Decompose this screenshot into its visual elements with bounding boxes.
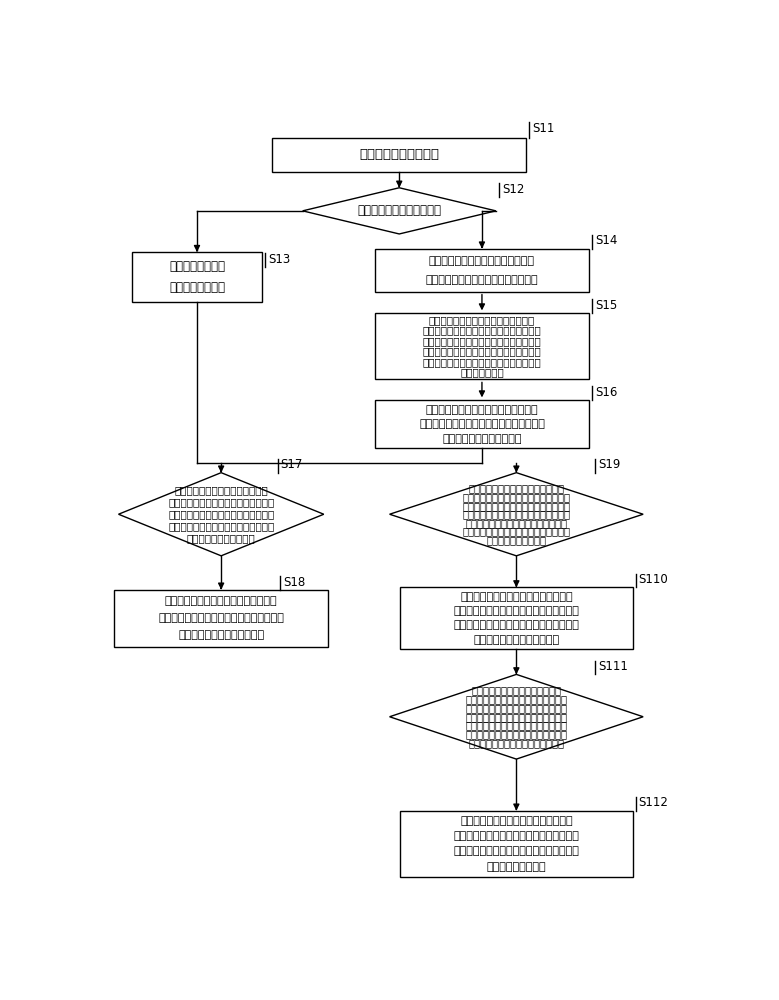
Text: 应的元数据信息: 应的元数据信息 xyxy=(460,368,504,378)
Text: 储器的掉电保护区内的第二数据的版本: 储器的掉电保护区内的第二数据的版本 xyxy=(465,518,567,528)
Text: 将所述磁盘的缓存区中的数据写入到磁: 将所述磁盘的缓存区中的数据写入到磁 xyxy=(425,405,538,415)
Bar xyxy=(400,811,633,877)
Text: 当上述两个条件都不满足时，则将所述: 当上述两个条件都不满足时，则将所述 xyxy=(165,596,277,606)
Text: 二数据；所述非易失性内存存储器的缓存: 二数据；所述非易失性内存存储器的缓存 xyxy=(463,501,570,511)
Text: 磁盘缓冲区中的数据写入到磁盘的数据区，: 磁盘缓冲区中的数据写入到磁盘的数据区， xyxy=(158,613,284,623)
Text: 且从所述磁盘的缓冲区中移除: 且从所述磁盘的缓冲区中移除 xyxy=(178,630,264,640)
Text: 当所述非易失性内存存储器的缓存区中: 当所述非易失性内存存储器的缓存区中 xyxy=(428,315,535,325)
Text: 器的掉电保护区的第五数据的版本号: 器的掉电保护区的第五数据的版本号 xyxy=(468,738,564,748)
Text: 易失性内存存储器的掉电保护区的第二数据: 易失性内存存储器的掉电保护区的第二数据 xyxy=(453,606,580,616)
Bar xyxy=(375,313,589,379)
Bar xyxy=(400,587,633,649)
Text: 失性内存存储器的掉电保护区中保存有: 失性内存存储器的掉电保护区中保存有 xyxy=(168,521,274,531)
Polygon shape xyxy=(390,674,643,759)
Text: 易失性内存存储器的缓冲区中的第四数: 易失性内存存储器的缓冲区中的第四数 xyxy=(465,720,567,730)
Text: 的数据大小大于第二阈值时，将所述非易失: 的数据大小大于第二阈值时，将所述非易失 xyxy=(422,326,541,336)
Bar xyxy=(375,249,589,292)
Text: 号大于所述非易失性内存存储器的缓存区: 号大于所述非易失性内存存储器的缓存区 xyxy=(463,526,570,536)
Text: S110: S110 xyxy=(639,573,668,586)
Text: S11: S11 xyxy=(532,122,555,135)
Text: S112: S112 xyxy=(639,796,668,809)
Text: S19: S19 xyxy=(598,458,620,471)
Text: 写入磁盘的数据区: 写入磁盘的数据区 xyxy=(169,281,225,294)
Text: 的数据和对应的元数据信息: 的数据和对应的元数据信息 xyxy=(442,434,522,444)
Bar xyxy=(114,590,328,647)
Text: 非易失性内存存储器的缓存区中保存有: 非易失性内存存储器的缓存区中保存有 xyxy=(168,497,274,507)
Polygon shape xyxy=(390,473,643,556)
Polygon shape xyxy=(118,473,324,556)
Text: 所述磁盘的缓冲区中的数据；所述非易: 所述磁盘的缓冲区中的数据；所述非易 xyxy=(168,509,274,519)
Polygon shape xyxy=(302,188,495,234)
Text: 存存储器的掉电保护区中移除: 存存储器的掉电保护区中移除 xyxy=(474,635,559,645)
Text: 将所述待写入数据: 将所述待写入数据 xyxy=(169,260,225,273)
Text: 将所述待写入数据和对应的元数据信: 将所述待写入数据和对应的元数据信 xyxy=(429,256,535,266)
Text: 写入到磁盘的数据区，且从所述非易失性内: 写入到磁盘的数据区，且从所述非易失性内 xyxy=(453,620,580,630)
Text: S17: S17 xyxy=(280,458,303,471)
Text: 据的版本号大于所述非易失性内存存储: 据的版本号大于所述非易失性内存存储 xyxy=(465,729,567,739)
Text: 性内存存储器的缓存区中的数据和对应的元: 性内存存储器的缓存区中的数据和对应的元 xyxy=(422,336,541,346)
Text: 获取系统的待写入数据: 获取系统的待写入数据 xyxy=(359,148,439,161)
Text: 数据信息写入磁盘的缓存区中；并移除所述: 数据信息写入磁盘的缓存区中；并移除所述 xyxy=(422,347,541,357)
Text: S13: S13 xyxy=(268,253,290,266)
Text: S18: S18 xyxy=(283,576,305,588)
Text: 判断是否满足以下两个条件：所述: 判断是否满足以下两个条件：所述 xyxy=(174,485,268,495)
Bar xyxy=(375,400,589,448)
Text: S12: S12 xyxy=(502,183,524,196)
Text: 判断是否满足以下三个条件：所述非: 判断是否满足以下三个条件：所述非 xyxy=(468,484,564,494)
Text: S111: S111 xyxy=(598,660,628,673)
Text: 当同时满足上述三个条件时，将所述非: 当同时满足上述三个条件时，将所述非 xyxy=(460,816,573,826)
Bar xyxy=(273,138,526,172)
Text: S15: S15 xyxy=(595,299,618,312)
Text: 掉电保护区中保存有第五数据；所述非: 掉电保护区中保存有第五数据；所述非 xyxy=(465,712,567,722)
Text: 判断是否满足以下三个条件：所述: 判断是否满足以下三个条件：所述 xyxy=(471,686,562,696)
Text: 区中保有第三数据；所述非易失性内存存: 区中保有第三数据；所述非易失性内存存 xyxy=(463,509,570,519)
Text: 易失性内存存储器的缓冲区的第四数据写入: 易失性内存存储器的缓冲区的第四数据写入 xyxy=(453,831,580,841)
Text: 中的第三数据的版本号: 中的第三数据的版本号 xyxy=(486,535,546,545)
Text: 当同时满足上述三个条件时，将所述非: 当同时满足上述三个条件时，将所述非 xyxy=(460,592,573,602)
Text: 储器的缓冲区中移除: 储器的缓冲区中移除 xyxy=(487,862,546,872)
Text: 第四数据；所述非易失性内存存储器的: 第四数据；所述非易失性内存存储器的 xyxy=(465,703,567,713)
Text: 易失性内存存储器的掉电保护区保存有第: 易失性内存存储器的掉电保护区保存有第 xyxy=(463,492,570,502)
Text: 所述磁盘缓冲区中的数据: 所述磁盘缓冲区中的数据 xyxy=(187,533,256,543)
Text: 到磁盘的缓冲区，且从所述非易失性内存存: 到磁盘的缓冲区，且从所述非易失性内存存 xyxy=(453,846,580,856)
Text: S14: S14 xyxy=(595,234,618,247)
Text: 盘的数据区中；并移除所述磁盘的缓存区中: 盘的数据区中；并移除所述磁盘的缓存区中 xyxy=(419,419,545,429)
Text: 息写入非易失性内存存储器的缓存区中: 息写入非易失性内存存储器的缓存区中 xyxy=(425,275,538,285)
Text: 非易失性内存存储器的缓存区中的数据和对: 非易失性内存存储器的缓存区中的数据和对 xyxy=(422,357,541,367)
Text: S16: S16 xyxy=(595,386,618,399)
Bar xyxy=(132,252,262,302)
Text: 判断所述待写入数据的大小: 判断所述待写入数据的大小 xyxy=(358,204,441,217)
Text: 非易失性内存存储器的缓冲区中保存有: 非易失性内存存储器的缓冲区中保存有 xyxy=(465,694,567,704)
